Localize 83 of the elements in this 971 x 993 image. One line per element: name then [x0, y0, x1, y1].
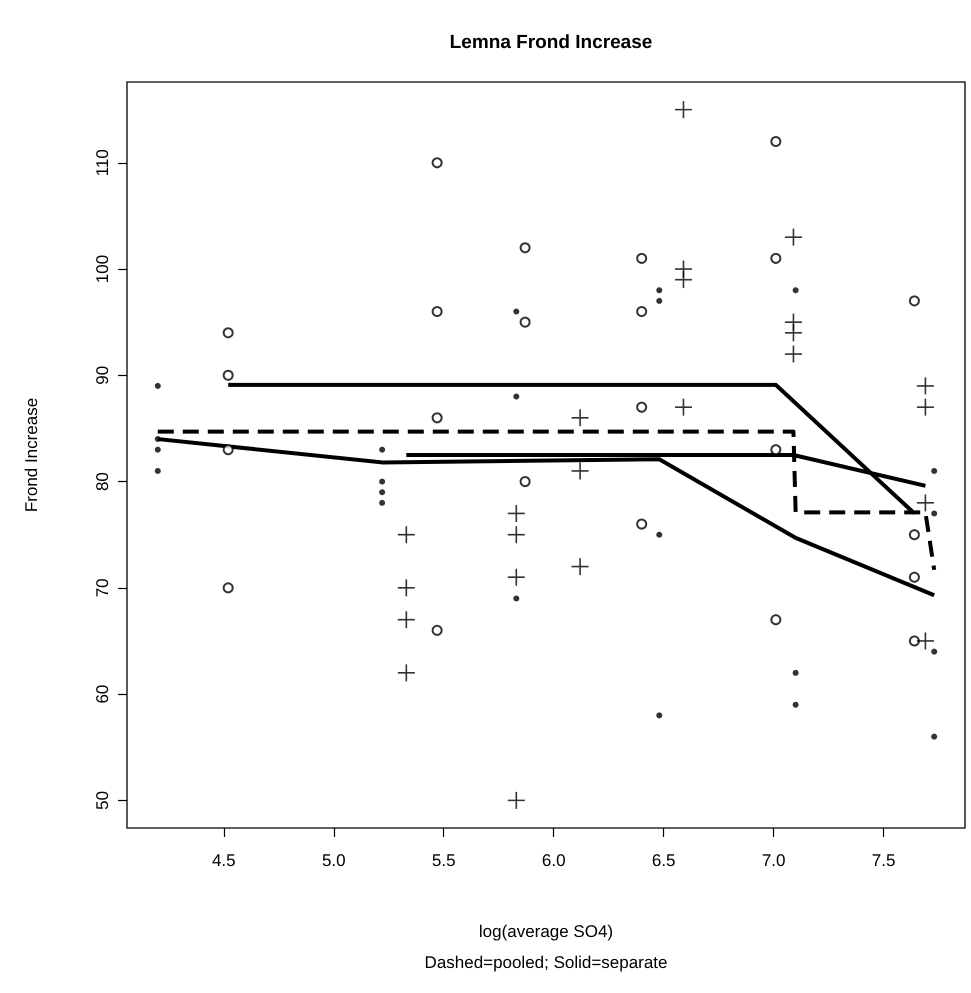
point [792, 670, 799, 676]
point [916, 376, 935, 396]
x-tick-label: 5.0 [322, 851, 346, 870]
point [931, 648, 938, 655]
point [154, 468, 161, 474]
point [222, 327, 234, 338]
point [656, 298, 662, 304]
x-tick-label: 6.0 [542, 851, 566, 870]
point [792, 702, 799, 708]
point [784, 228, 803, 246]
point [656, 712, 662, 718]
x-tick-label: 6.5 [652, 851, 676, 870]
point [636, 252, 648, 264]
point [513, 394, 520, 400]
point [513, 308, 520, 315]
y-tick-label: 50 [93, 790, 112, 810]
point [784, 323, 803, 342]
point [520, 242, 531, 254]
point [931, 734, 938, 740]
point [792, 287, 799, 294]
y-tick-label: 60 [93, 684, 112, 704]
point [379, 478, 386, 485]
y-tick-label: 80 [93, 472, 112, 492]
point [397, 525, 416, 544]
point [154, 436, 161, 442]
y-tick-label: 70 [93, 578, 112, 598]
y-tick-label: 110 [93, 149, 112, 176]
point [520, 476, 531, 488]
point [908, 572, 920, 583]
point [222, 370, 234, 381]
point [520, 316, 531, 328]
point [656, 287, 662, 294]
point [507, 568, 526, 587]
x-axis-title: log(average SO4) Dashed=pooled; Solid=separate [424, 922, 668, 972]
point [908, 529, 920, 540]
point [432, 157, 443, 168]
point [570, 408, 590, 428]
point [931, 468, 938, 474]
point [513, 595, 520, 602]
point [222, 582, 234, 594]
point [397, 610, 416, 630]
point [397, 578, 416, 598]
point [507, 504, 526, 523]
point [507, 525, 526, 544]
point [154, 382, 161, 389]
point [908, 635, 920, 646]
point [674, 100, 693, 119]
point [222, 444, 234, 456]
x-tick-label: 7.0 [762, 851, 786, 870]
point [674, 270, 693, 289]
point [916, 494, 935, 512]
point [570, 462, 590, 480]
y-axis-title: Frond Increase [22, 398, 41, 512]
point [908, 295, 920, 306]
point [674, 398, 693, 416]
point [916, 632, 935, 650]
point [770, 614, 782, 626]
point [916, 398, 935, 416]
point [931, 510, 938, 516]
point [379, 489, 386, 496]
point [432, 624, 443, 636]
point [784, 344, 803, 364]
point [397, 664, 416, 682]
x-tick-label: 7.5 [872, 851, 896, 870]
x-tick-label: 5.5 [432, 851, 456, 870]
y-tick-label: 90 [93, 366, 112, 385]
y-tick-label: 100 [93, 254, 112, 284]
point [379, 500, 386, 506]
point [656, 532, 662, 538]
point [570, 557, 590, 576]
point [636, 306, 648, 318]
point [507, 791, 526, 810]
point [432, 412, 443, 424]
point [770, 444, 782, 456]
point [636, 518, 648, 530]
x-tick-label: 4.5 [212, 851, 236, 870]
point [636, 402, 648, 413]
chart-title: Lemna Frond Increase [450, 32, 652, 53]
point [432, 306, 443, 318]
point [770, 136, 782, 148]
point [154, 446, 161, 453]
point [379, 446, 386, 453]
point [770, 252, 782, 264]
